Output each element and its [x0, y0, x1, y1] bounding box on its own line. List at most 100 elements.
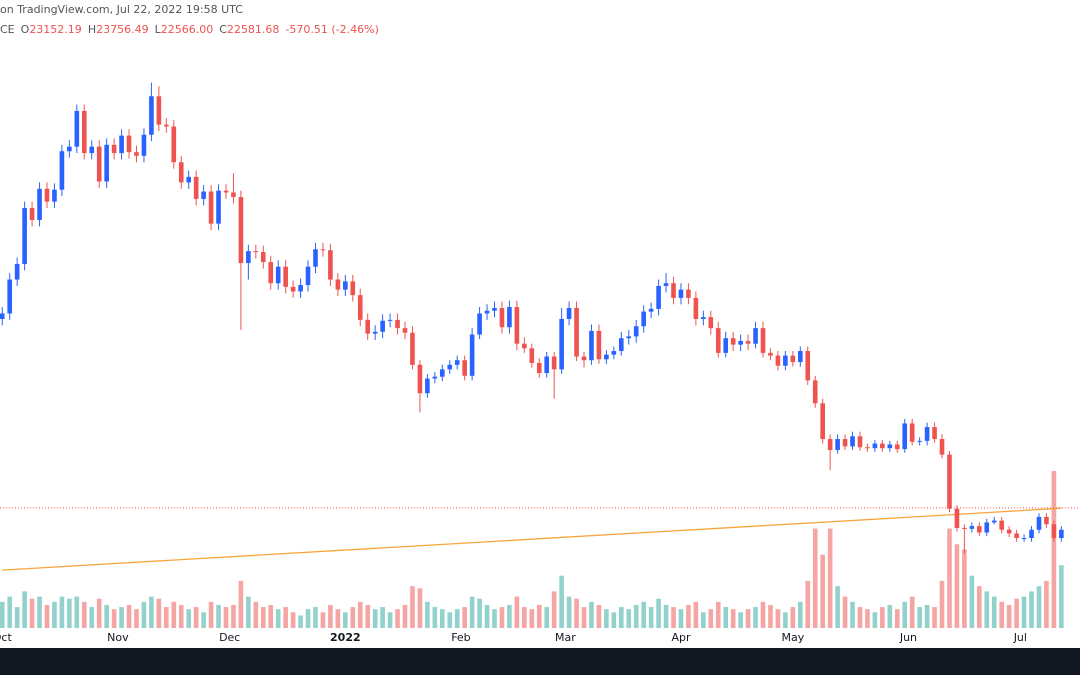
volume-bar [1006, 604, 1012, 628]
volume-bar [238, 580, 244, 628]
plot-background [0, 0, 1080, 648]
volume-bar [648, 607, 654, 628]
ma-layer [0, 507, 1080, 571]
volume-bar [618, 607, 624, 628]
volume-bar [589, 601, 594, 628]
volume-bar [275, 609, 281, 628]
volume-bar [350, 607, 356, 628]
candle-body [544, 356, 550, 374]
candle-body [954, 508, 960, 528]
volume-bar [439, 609, 445, 628]
volume-bar [223, 607, 229, 628]
candle-body [894, 444, 900, 450]
candle-body [290, 286, 296, 292]
candle-body [402, 328, 408, 333]
volume-bar [581, 607, 587, 628]
volume-bar [59, 596, 65, 628]
volume-bar [820, 554, 825, 628]
volume-bar [283, 607, 288, 628]
candle-body [372, 331, 378, 334]
candle-body [164, 124, 169, 127]
candle-body [1059, 529, 1064, 539]
volume-bar [417, 588, 423, 628]
candle-body [201, 191, 206, 199]
volume-bar [119, 607, 124, 628]
candle-body [753, 328, 758, 344]
candle-body [469, 334, 475, 376]
candle-body [671, 283, 676, 298]
volume-bar [857, 607, 863, 628]
candle-body [872, 443, 878, 449]
candle-body [768, 352, 773, 356]
volume-bar [67, 598, 72, 628]
volume-bar [775, 609, 781, 628]
volume-bar [1036, 586, 1042, 628]
volume-bar [52, 601, 57, 628]
candle-body [626, 336, 632, 339]
candle-body [611, 351, 617, 355]
candle-body [283, 266, 288, 287]
candle-body [715, 328, 721, 353]
volume-bar [701, 612, 706, 628]
volume-bar [917, 607, 922, 628]
candle-body [186, 176, 192, 183]
candle-body [984, 522, 990, 533]
candle-body [149, 96, 154, 135]
volume-bar [507, 604, 512, 628]
candle-body [171, 126, 177, 163]
candle-body [850, 436, 855, 447]
candle-body [1044, 516, 1049, 525]
volume-bar [81, 601, 87, 628]
volume-bar [246, 596, 251, 628]
candle-body [648, 308, 654, 312]
volume-bar [596, 604, 602, 628]
volume-bar [566, 596, 572, 628]
candle-body [633, 326, 639, 337]
volume-bar [313, 607, 318, 628]
volume-bar [969, 575, 975, 628]
volume-bar [1021, 596, 1027, 628]
volume-bar [663, 604, 669, 628]
candle-body [529, 348, 535, 363]
x-tick-label: Oct [0, 631, 12, 644]
candle-body [909, 423, 915, 442]
volume-bar [149, 596, 154, 628]
candle-body [395, 319, 400, 329]
volume-bar [104, 604, 109, 628]
candle-body [693, 297, 699, 319]
legend: CE O23152.19 H23756.49 L22566.00 C22581.68 -5… [0, 23, 379, 36]
candle-body [589, 330, 594, 361]
candle-body [37, 188, 42, 220]
volume-bar [335, 609, 341, 628]
candle-body [708, 317, 714, 329]
candle-body [67, 146, 72, 152]
volume-bar [74, 596, 80, 628]
volume-bar [425, 601, 430, 628]
x-tick-label: Jul [1013, 631, 1027, 644]
candle-body [7, 279, 13, 314]
candle-body [499, 307, 505, 328]
volume-bar [693, 601, 699, 628]
volume-bar [753, 607, 758, 628]
candle-body [178, 162, 184, 183]
volume-bar [626, 609, 632, 628]
volume-bar [365, 604, 371, 628]
candle-body [52, 189, 57, 202]
candle-body [0, 313, 5, 319]
candle-body [320, 249, 326, 251]
volume-bar [835, 586, 840, 628]
legend-change: -570.51 (-2.46%) [285, 23, 378, 36]
candle-body [618, 338, 624, 352]
candle-body [730, 338, 736, 345]
candle-body [22, 208, 27, 264]
candle-body [969, 526, 975, 529]
volume-bar [522, 607, 527, 628]
volume-bar [865, 609, 870, 628]
candle-body [604, 354, 609, 360]
volume-bar [253, 601, 259, 628]
candle-body [417, 364, 423, 394]
candle-body [514, 307, 520, 344]
volume-bar [947, 528, 952, 628]
volume-bar [611, 612, 617, 628]
